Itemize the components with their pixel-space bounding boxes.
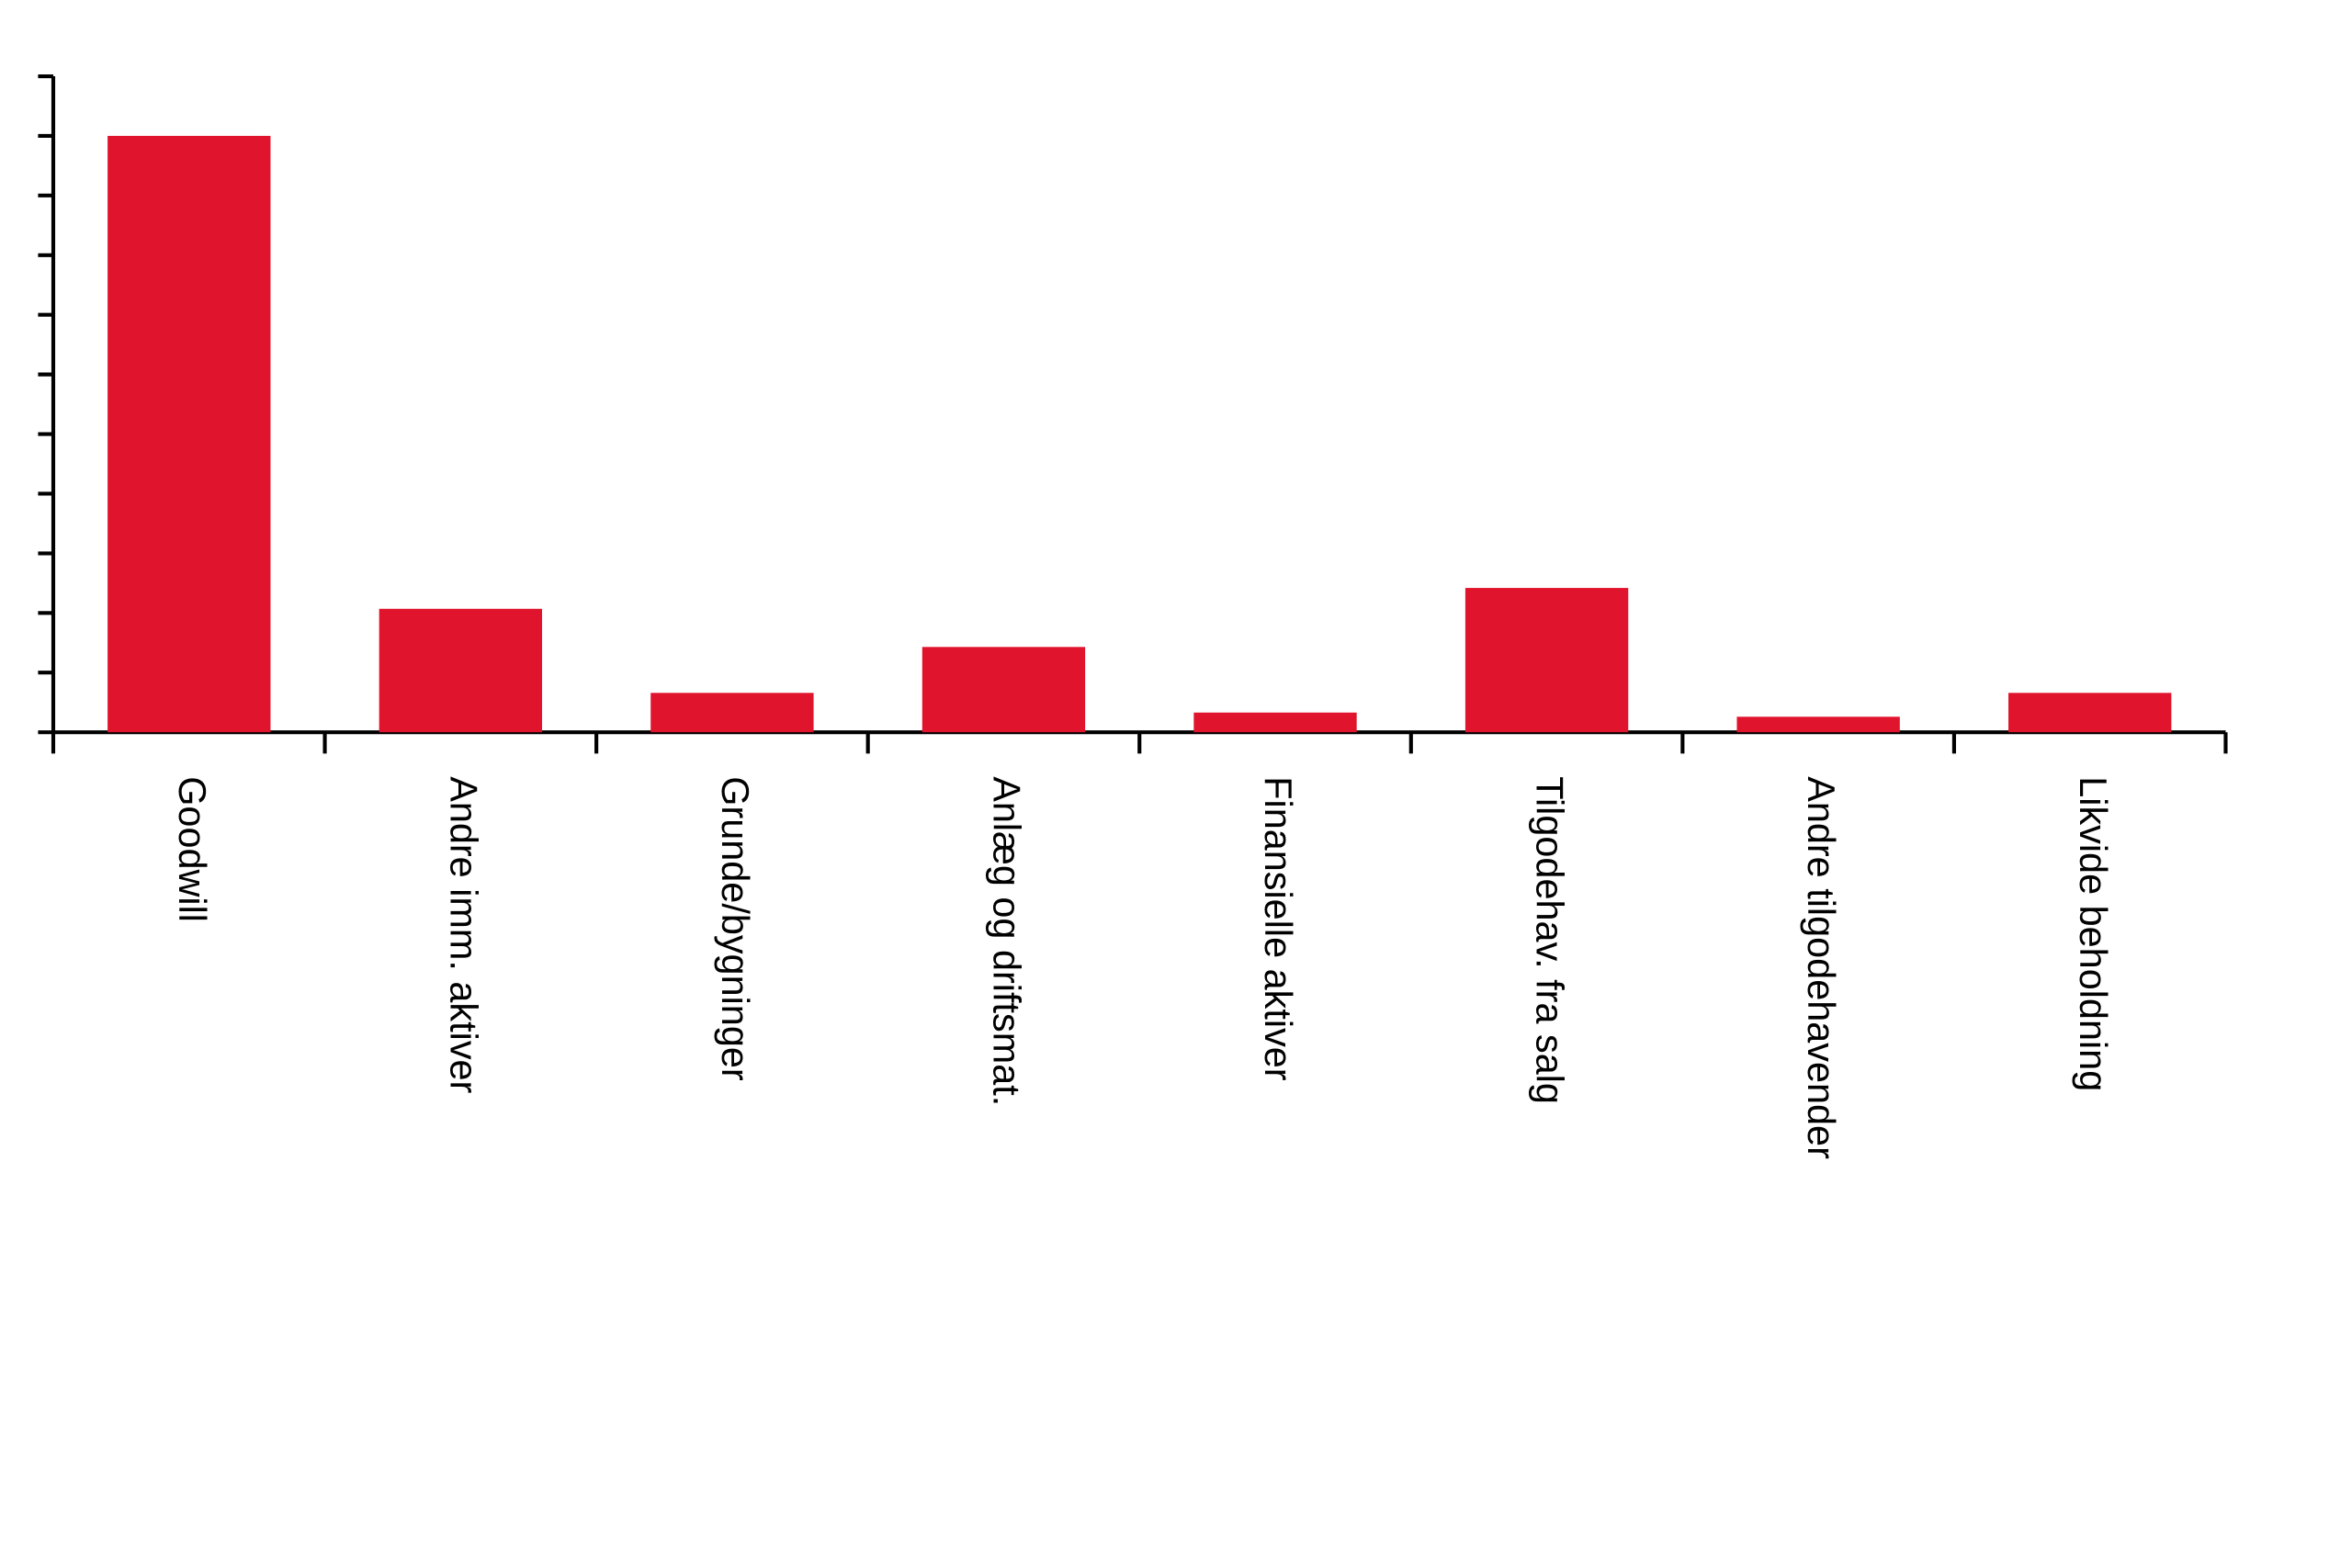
bar <box>650 693 814 733</box>
x-tick-label: Finansielle aktiver <box>1257 776 1299 1081</box>
bar <box>1736 716 1900 733</box>
x-tick-label: Andre tilgodehavender <box>1800 776 1842 1159</box>
bar <box>379 608 543 733</box>
bar <box>1464 588 1629 733</box>
x-tick-label: Grunde/bygninger <box>714 776 756 1081</box>
bar <box>922 647 1086 733</box>
x-tick-label: Andre imm. aktiver <box>442 776 484 1093</box>
bar <box>107 135 271 733</box>
bar <box>2008 693 2172 733</box>
bar <box>1193 712 1357 733</box>
x-tick-label: Goodwill <box>171 776 213 922</box>
x-tick-label: Tilgodehav. fra salg <box>1529 776 1571 1104</box>
x-tick-label: Anlæg og driftsmat. <box>986 776 1028 1106</box>
x-tick-label: Likvide beholdning <box>2072 776 2114 1091</box>
